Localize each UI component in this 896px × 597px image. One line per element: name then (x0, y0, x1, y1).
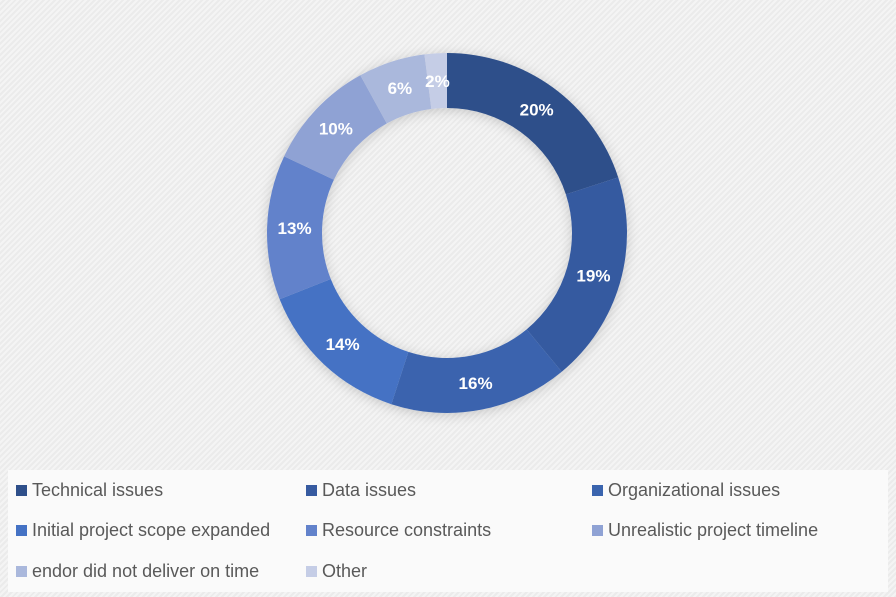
legend: Technical issues Data issues Organizationa… (8, 470, 888, 592)
legend-item: Organizational issues (592, 480, 780, 501)
legend-swatch (16, 485, 27, 496)
legend-item: Other (306, 561, 367, 582)
data-label: 10% (319, 120, 353, 139)
legend-swatch (306, 566, 317, 577)
legend-label: Resource constraints (322, 520, 492, 540)
legend-item: Data issues (306, 480, 416, 501)
legend-item: Resource constraints (306, 520, 491, 541)
data-label: 19% (576, 267, 610, 286)
slice-initial-project-scope-expanded (279, 279, 409, 405)
legend-swatch (592, 525, 603, 536)
legend-label: Organizational issues (608, 480, 781, 500)
legend-label: Technical issues (32, 480, 164, 500)
slice-unrealistic-project-timeline (284, 75, 387, 180)
legend-swatch (16, 525, 27, 536)
data-label: 14% (326, 335, 360, 354)
legend-item: Initial project scope expanded (16, 520, 270, 541)
legend-swatch (592, 485, 603, 496)
legend-label: Other (322, 561, 368, 581)
slice-other (424, 53, 447, 109)
data-label: 16% (459, 374, 493, 393)
slice-data-issues (526, 177, 627, 372)
legend-swatch (306, 525, 317, 536)
legend-swatch (16, 566, 27, 577)
legend-label: Unrealistic project timeline (608, 520, 819, 540)
slice-technical-issues (447, 53, 619, 195)
legend-item: Technical issues (16, 480, 163, 501)
legend-swatch (306, 485, 317, 496)
legend-label: Initial project scope expanded (32, 520, 271, 540)
data-label: 2% (425, 72, 450, 91)
legend-item: Unrealistic project timeline (592, 520, 818, 541)
legend-label: Data issues (322, 480, 417, 500)
data-label: 6% (388, 79, 413, 98)
legend-label: endor did not deliver on time (32, 561, 260, 581)
slice-endor-did-not-deliver-on-time (360, 54, 432, 124)
doughnut-chart: 20% 19% 16% 14% 13% 10% 6% 2% (267, 53, 627, 413)
legend-item: endor did not deliver on time (16, 561, 259, 582)
slice-organizational-issues (391, 329, 562, 413)
data-label: 13% (278, 219, 312, 238)
slice-resource-constraints (267, 156, 334, 300)
data-label: 20% (520, 101, 554, 120)
